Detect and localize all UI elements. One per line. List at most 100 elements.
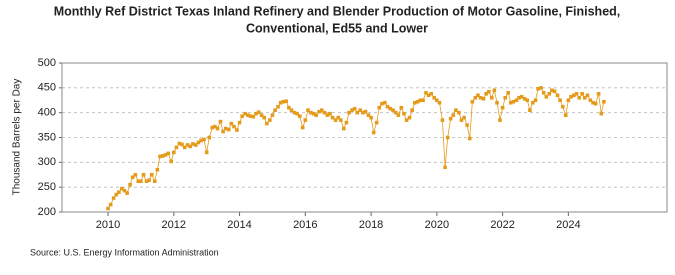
data-point bbox=[473, 95, 478, 100]
data-point bbox=[297, 114, 302, 118]
data-point bbox=[470, 99, 475, 104]
data-point bbox=[500, 105, 505, 110]
data-point bbox=[161, 154, 165, 158]
data-point bbox=[158, 154, 162, 159]
data-point bbox=[371, 130, 376, 135]
data-point bbox=[541, 91, 546, 95]
x-tick-label: 2018 bbox=[359, 219, 383, 231]
data-point bbox=[544, 94, 549, 99]
data-point bbox=[152, 179, 157, 184]
data-point bbox=[251, 114, 256, 119]
data-point bbox=[418, 98, 423, 103]
data-point bbox=[130, 175, 135, 180]
data-point bbox=[396, 113, 401, 117]
data-point bbox=[202, 137, 206, 142]
data-point bbox=[448, 116, 453, 121]
data-point bbox=[426, 93, 431, 98]
data-point bbox=[289, 108, 294, 112]
data-point bbox=[558, 98, 562, 103]
data-point bbox=[125, 191, 129, 195]
data-point bbox=[268, 118, 272, 122]
data-point bbox=[393, 110, 398, 115]
data-point bbox=[432, 95, 437, 100]
data-point bbox=[374, 120, 379, 125]
data-point bbox=[550, 88, 554, 93]
data-point bbox=[407, 115, 412, 120]
data-point bbox=[300, 125, 305, 130]
data-point bbox=[352, 106, 357, 111]
data-point bbox=[144, 179, 149, 184]
data-point bbox=[369, 115, 373, 120]
data-point bbox=[399, 105, 404, 110]
data-point bbox=[122, 188, 127, 193]
data-point bbox=[169, 159, 173, 164]
data-point bbox=[585, 93, 590, 98]
data-point bbox=[139, 179, 143, 184]
data-point bbox=[465, 123, 469, 127]
data-point bbox=[218, 119, 223, 124]
data-point bbox=[509, 100, 513, 105]
data-point bbox=[388, 106, 392, 111]
data-point bbox=[147, 178, 151, 183]
data-point bbox=[577, 95, 582, 100]
data-point bbox=[226, 127, 231, 132]
x-tick-label: 2012 bbox=[162, 219, 186, 231]
data-point bbox=[223, 126, 228, 131]
data-point bbox=[560, 104, 565, 109]
data-point bbox=[177, 141, 182, 146]
x-tick-label: 2010 bbox=[96, 219, 120, 231]
data-point bbox=[459, 118, 464, 122]
data-point bbox=[185, 143, 190, 147]
data-point bbox=[486, 90, 491, 94]
data-point bbox=[591, 100, 595, 105]
data-point bbox=[309, 110, 313, 115]
data-point bbox=[454, 108, 458, 112]
data-point bbox=[262, 115, 267, 120]
x-tick-label: 2014 bbox=[227, 219, 251, 231]
data-point bbox=[519, 94, 524, 99]
data-point bbox=[547, 91, 552, 96]
data-point bbox=[281, 99, 286, 104]
data-point bbox=[552, 89, 557, 94]
data-point bbox=[569, 94, 573, 99]
data-point bbox=[339, 118, 343, 122]
data-point bbox=[243, 111, 247, 116]
data-point bbox=[174, 145, 179, 150]
data-point bbox=[484, 91, 488, 96]
data-point bbox=[445, 135, 450, 140]
data-point bbox=[492, 88, 497, 93]
data-point bbox=[254, 111, 258, 116]
data-point bbox=[344, 120, 349, 125]
data-point bbox=[410, 108, 414, 112]
data-point bbox=[199, 138, 203, 143]
data-point bbox=[240, 114, 244, 118]
data-point bbox=[196, 140, 201, 145]
x-tick-label: 2022 bbox=[490, 219, 514, 231]
data-point bbox=[311, 111, 316, 116]
data-point bbox=[213, 124, 217, 129]
source-note: Source: U.S. Energy Information Administ… bbox=[30, 247, 219, 257]
data-point bbox=[303, 118, 308, 122]
data-point bbox=[276, 104, 280, 109]
data-point bbox=[506, 91, 510, 95]
data-point bbox=[533, 98, 538, 103]
data-point bbox=[539, 86, 543, 90]
data-point bbox=[273, 108, 277, 112]
data-point bbox=[191, 142, 195, 146]
data-point bbox=[580, 91, 584, 96]
data-point bbox=[325, 113, 330, 117]
y-tick-label: 400 bbox=[38, 107, 56, 119]
data-point bbox=[517, 95, 521, 100]
data-point bbox=[476, 93, 480, 98]
data-point bbox=[111, 196, 116, 200]
data-point bbox=[599, 111, 604, 116]
data-point bbox=[443, 165, 447, 170]
data-point bbox=[457, 110, 461, 115]
data-point bbox=[572, 93, 576, 98]
y-tick-label: 350 bbox=[38, 131, 56, 143]
data-point bbox=[232, 124, 236, 129]
data-point bbox=[314, 113, 318, 117]
data-point bbox=[514, 98, 519, 103]
data-point bbox=[341, 126, 346, 131]
data-point bbox=[106, 206, 110, 211]
